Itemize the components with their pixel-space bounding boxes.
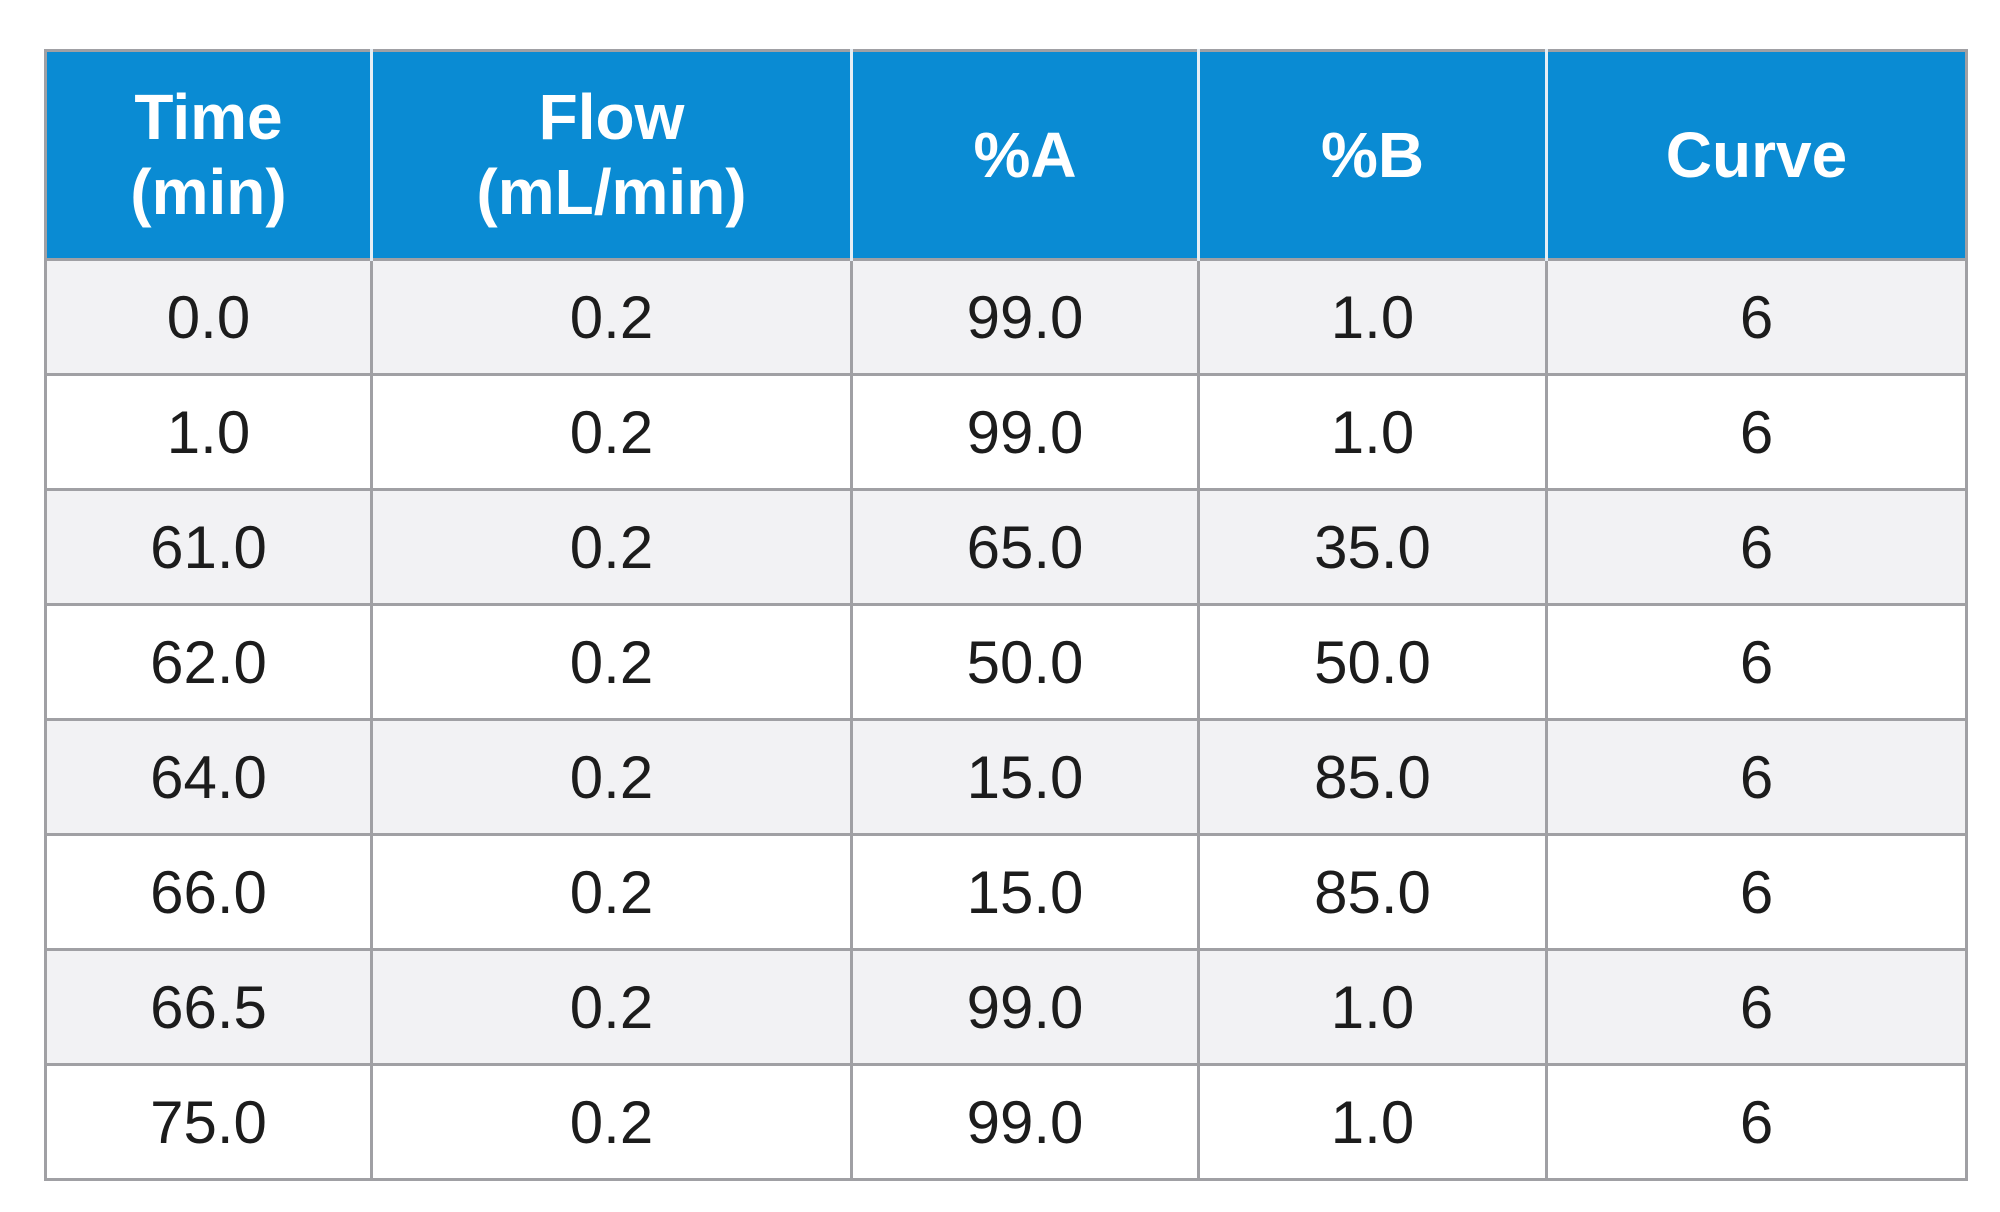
table-cell: 0.2 <box>370 948 853 1066</box>
table-cell: 35.0 <box>1197 488 1548 606</box>
table-row: 62.0 0.2 50.0 50.0 6 <box>44 603 1968 721</box>
table-header: Time (min) Flow (mL/min) %A %B Curve <box>45 50 1967 260</box>
table-cell: 0.2 <box>370 718 853 836</box>
table-cell: 6 <box>1545 948 1968 1066</box>
table-cell: 85.0 <box>1197 833 1548 951</box>
table-cell: 0.2 <box>370 258 853 376</box>
table-cell: 6 <box>1545 833 1968 951</box>
table-row: 61.0 0.2 65.0 35.0 6 <box>44 488 1968 606</box>
table-cell: 99.0 <box>850 258 1200 376</box>
header-cell: Time (min) <box>45 50 372 260</box>
table-cell: 1.0 <box>1197 948 1548 1066</box>
header-cell: %A <box>850 50 1199 260</box>
table-cell: 6 <box>1545 718 1968 836</box>
table-cell: 50.0 <box>1197 603 1548 721</box>
table-cell: 50.0 <box>850 603 1200 721</box>
table-cell: 0.2 <box>370 488 853 606</box>
table-cell: 64.0 <box>44 718 373 836</box>
header-cell: Curve <box>1545 50 1967 260</box>
table-cell: 15.0 <box>850 833 1200 951</box>
table-cell: 1.0 <box>44 373 373 491</box>
table-cell: 6 <box>1545 488 1968 606</box>
table-cell: 99.0 <box>850 1063 1200 1181</box>
table-cell: 66.0 <box>44 833 373 951</box>
table-cell: 65.0 <box>850 488 1200 606</box>
table-cell: 75.0 <box>44 1063 373 1181</box>
table-cell: 6 <box>1545 603 1968 721</box>
table-cell: 6 <box>1545 258 1968 376</box>
header-cell: %B <box>1197 50 1547 260</box>
table-cell: 0.0 <box>44 258 373 376</box>
table-cell: 0.2 <box>370 833 853 951</box>
table-row: 75.0 0.2 99.0 1.0 6 <box>44 1063 1968 1181</box>
table-cell: 66.5 <box>44 948 373 1066</box>
table-cell: 0.2 <box>370 603 853 721</box>
table-cell: 15.0 <box>850 718 1200 836</box>
table-row: 1.0 0.2 99.0 1.0 6 <box>44 373 1968 491</box>
table-row: 66.0 0.2 15.0 85.0 6 <box>44 833 1968 951</box>
table-body: 0.0 0.2 99.0 1.0 6 1.0 0.2 99.0 1.0 6 61.0 0.2 65.0 3… <box>44 258 1968 1181</box>
table-row: 64.0 0.2 15.0 85.0 6 <box>44 718 1968 836</box>
header-cell: Flow (mL/min) <box>370 50 852 260</box>
table-cell: 99.0 <box>850 373 1200 491</box>
table-cell: 62.0 <box>44 603 373 721</box>
table-cell: 0.2 <box>370 1063 853 1181</box>
header-row: Time (min) Flow (mL/min) %A %B Curve <box>45 50 1967 260</box>
table-row: 66.5 0.2 99.0 1.0 6 <box>44 948 1968 1066</box>
table-cell: 0.2 <box>370 373 853 491</box>
table-cell: 99.0 <box>850 948 1200 1066</box>
table-cell: 6 <box>1545 373 1968 491</box>
table-cell: 6 <box>1545 1063 1968 1181</box>
table-cell: 61.0 <box>44 488 373 606</box>
table-cell: 1.0 <box>1197 258 1548 376</box>
table-cell: 1.0 <box>1197 373 1548 491</box>
table-cell: 1.0 <box>1197 1063 1548 1181</box>
table-cell: 85.0 <box>1197 718 1548 836</box>
gradient-table: Time (min) Flow (mL/min) %A %B Curve 0.0 0.2 9… <box>44 49 1968 1181</box>
table-row: 0.0 0.2 99.0 1.0 6 <box>44 258 1968 376</box>
